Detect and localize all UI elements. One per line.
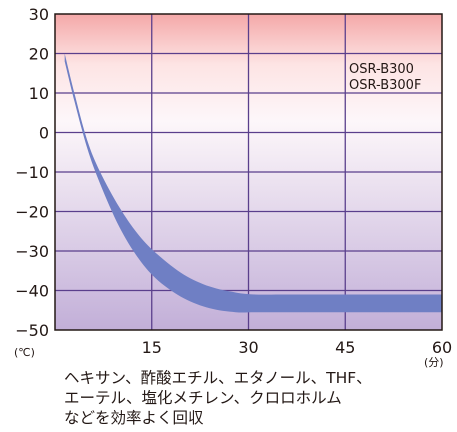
x-axis-ticks: 15 30 45 60	[142, 338, 453, 357]
y-tick-label: 30	[29, 5, 49, 24]
y-axis-unit: (℃)	[14, 346, 35, 359]
y-tick-label: −50	[15, 321, 49, 340]
legend-entry-osr-b300: OSR-B300	[349, 62, 414, 77]
recoverable-solvents-caption: ヘキサン、酢酸エチル、エタノール、THF、 エーテル、塩化メチレン、クロロホルム…	[64, 368, 454, 428]
y-axis-ticks: 30 20 10 0 −10 −20 −30 −40 −50	[15, 5, 49, 340]
y-tick-label: 0	[39, 124, 49, 143]
x-tick-label: 60	[432, 338, 452, 357]
caption-line-1: ヘキサン、酢酸エチル、エタノール、THF、	[64, 369, 372, 387]
caption-line-2: エーテル、塩化メチレン、クロロホルム	[64, 389, 342, 407]
y-tick-label: −30	[15, 242, 49, 261]
x-axis-unit: (分)	[424, 356, 444, 368]
legend-entry-osr-b300f: OSR-B300F	[349, 78, 421, 93]
plot-frame	[54, 13, 443, 331]
y-tick-label: −40	[15, 282, 49, 301]
x-tick-label: 45	[335, 338, 355, 357]
y-tick-label: 10	[29, 84, 49, 103]
x-tick-label: 30	[238, 338, 258, 357]
caption-line-3: などを効率よく回収	[64, 409, 204, 427]
y-tick-label: −20	[15, 203, 49, 222]
y-tick-label: −10	[15, 163, 49, 182]
solvent-recovery-chart: 30 20 10 0 −10 −20 −30 −40 −50 15 30 45 60 OSR-B300…	[14, 5, 453, 368]
y-tick-label: 20	[29, 45, 49, 64]
x-tick-label: 15	[142, 338, 162, 357]
